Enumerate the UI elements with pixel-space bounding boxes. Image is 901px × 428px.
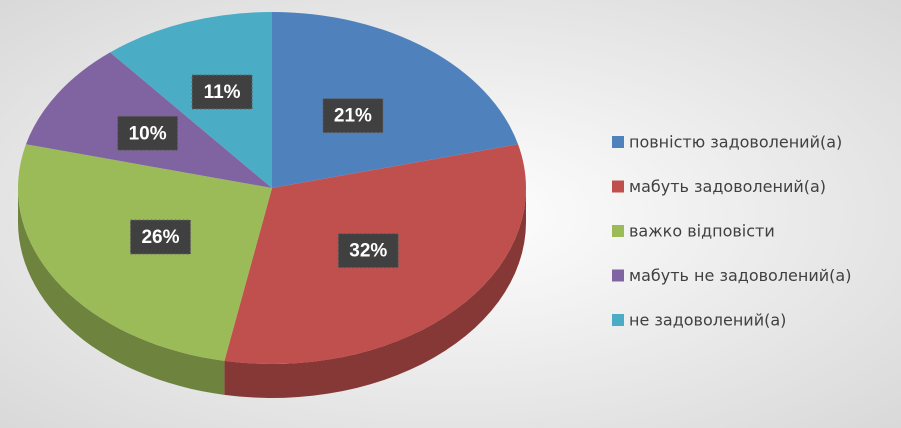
value-label-box [337,233,399,269]
value-label-box [191,74,253,110]
value-label: 11% [204,82,241,103]
value-labels: 21% 32% 26% 10% 11% [117,74,399,269]
value-label: 10% [129,123,167,144]
legend-swatch [612,269,624,282]
legend-label: важко відповісти [629,222,775,241]
legend: повністю задоволений(а) мабуть задоволени… [612,133,851,330]
pie-slice [110,11,273,188]
legend-swatch [612,314,624,326]
value-label: 21% [334,106,372,127]
value-label-box [129,219,191,255]
value-label: 26% [141,227,179,248]
legend-label: не задоволений(а) [629,311,786,330]
value-label: 32% [349,241,387,262]
pie-side [224,188,526,398]
legend-label: мабуть не задоволений(а) [629,266,851,285]
legend-swatch [612,225,624,237]
pie-sides [18,188,526,398]
value-label-box [117,115,179,151]
legend-label: повністю задоволений(а) [629,133,842,152]
pie-side [18,188,225,395]
legend-swatch [612,180,624,193]
legend-label: мабуть задоволений(а) [629,177,826,196]
legend-swatch [612,136,624,148]
pie-slice [272,12,519,188]
pie-tops [18,11,527,364]
value-label-box [322,98,384,134]
